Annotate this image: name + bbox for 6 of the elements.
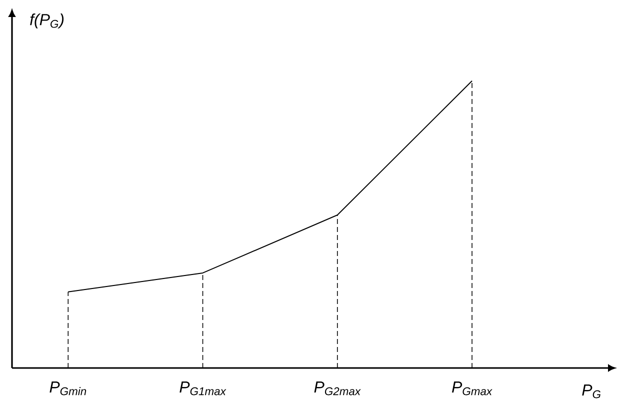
x-axis-title: P$_{G}$ (582, 384, 601, 398)
x-tick-label: P$_{Gmin}$ (50, 382, 86, 396)
x-tick-label: P$_{Gmax}$ (452, 382, 492, 396)
x-tick-label: P$_{G1max}$ (180, 382, 226, 396)
x-tick-label: P$_{G2max}$ (314, 382, 361, 396)
y-axis-title: f(P$_{G}$) (30, 14, 64, 28)
